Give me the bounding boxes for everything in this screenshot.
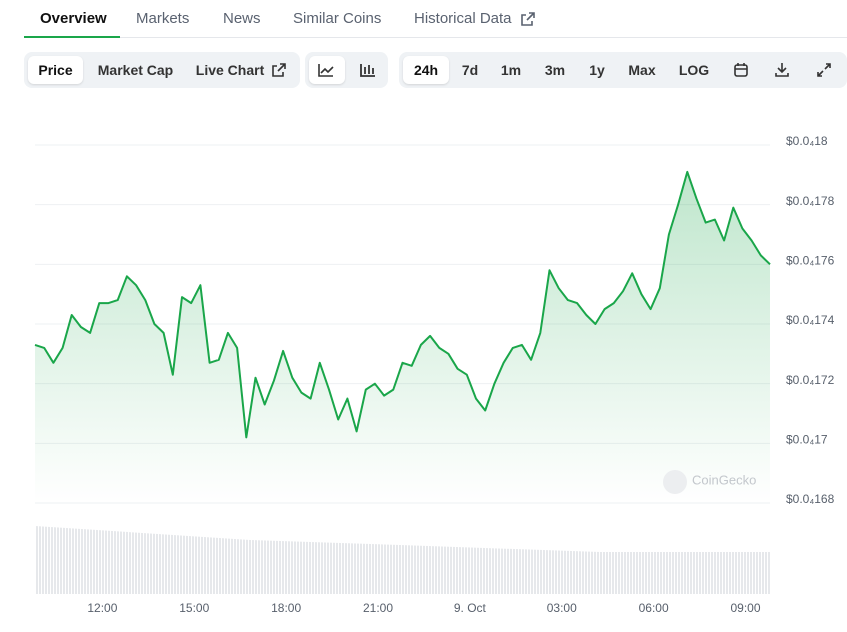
- x-tick-label: 15:00: [179, 601, 209, 615]
- x-tick-label: 21:00: [363, 601, 393, 615]
- button[interactable]: Max: [628, 62, 656, 78]
- tab-underline: [24, 36, 120, 38]
- external-icon: [521, 12, 535, 26]
- y-tick-label: $0.0₄18: [786, 134, 828, 148]
- tab[interactable]: Historical Data: [414, 10, 512, 27]
- x-tick-label: 03:00: [547, 601, 577, 615]
- tab[interactable]: News: [223, 10, 261, 27]
- button[interactable]: 3m: [544, 62, 566, 78]
- y-tick-label: $0.0₄168: [786, 492, 835, 506]
- button[interactable]: Live Chart: [195, 62, 265, 78]
- tab[interactable]: Similar Coins: [293, 10, 382, 27]
- button[interactable]: Price: [28, 56, 83, 84]
- y-tick-label: $0.0₄178: [786, 194, 835, 208]
- button[interactable]: 1m: [500, 62, 522, 78]
- x-tick-label: 18:00: [271, 601, 301, 615]
- fullscreen-icon[interactable]: [816, 62, 832, 78]
- external-icon: [272, 63, 286, 77]
- candle-icon[interactable]: [360, 63, 376, 77]
- y-tick-label: $0.0₄172: [786, 373, 835, 387]
- watermark: CoinGecko: [692, 472, 756, 487]
- calendar-icon[interactable]: [733, 62, 749, 78]
- volume-bars: [35, 526, 770, 594]
- button[interactable]: 24h: [403, 56, 449, 84]
- watermark-logo: [663, 470, 687, 494]
- tab[interactable]: Markets: [136, 10, 190, 27]
- x-tick-label: 09:00: [730, 601, 760, 615]
- download-icon[interactable]: [774, 62, 790, 78]
- button-group: [399, 52, 847, 88]
- tab-rule: [24, 37, 847, 38]
- button[interactable]: Market Cap: [97, 62, 174, 78]
- line-icon: [318, 64, 334, 77]
- tab[interactable]: Overview: [40, 10, 107, 27]
- button[interactable]: 7d: [461, 62, 479, 78]
- y-tick-label: $0.0₄174: [786, 313, 835, 327]
- price-line: [34, 170, 771, 439]
- x-tick-label: 06:00: [639, 601, 669, 615]
- x-tick-label: 12:00: [87, 601, 117, 615]
- y-tick-label: $0.0₄176: [786, 254, 835, 268]
- area: [35, 171, 770, 503]
- button[interactable]: LOG: [678, 62, 710, 78]
- button[interactable]: 1y: [589, 62, 605, 78]
- x-tick-label: 9. Oct: [454, 601, 487, 615]
- y-tick-label: $0.0₄17: [786, 433, 828, 447]
